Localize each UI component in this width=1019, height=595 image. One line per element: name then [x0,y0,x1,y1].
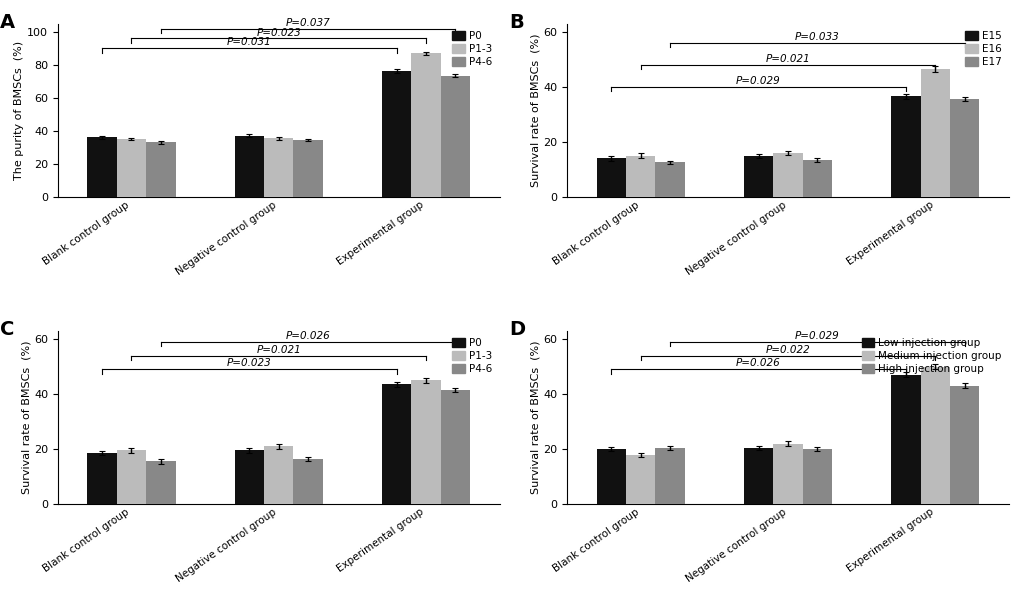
Bar [596,449,626,504]
Y-axis label: Survival rate of BMSCs  (%): Survival rate of BMSCs (%) [530,33,540,187]
Bar [381,384,411,504]
Text: P=0.021: P=0.021 [256,345,301,355]
Text: D: D [510,321,526,339]
Bar [891,96,919,197]
Y-axis label: The purity of BMSCs  (%): The purity of BMSCs (%) [14,40,24,180]
Bar [596,158,626,197]
Legend: Low injection group, Medium injection group, High injection group: Low injection group, Medium injection gr… [859,336,1003,376]
Legend: P0, P1-3, P4-6: P0, P1-3, P4-6 [449,336,494,376]
Y-axis label: Survival rate of BMSCs  (%): Survival rate of BMSCs (%) [21,341,32,494]
Bar [234,450,264,504]
Bar [626,455,655,504]
Bar [919,367,949,504]
Text: B: B [510,13,524,32]
Text: P=0.021: P=0.021 [765,54,809,64]
Bar [949,386,978,504]
Bar [411,380,440,504]
Bar [802,449,832,504]
Legend: E15, E16, E17: E15, E16, E17 [962,29,1003,69]
Bar [293,459,323,504]
Bar [743,156,772,197]
Bar [293,140,323,197]
Text: P=0.023: P=0.023 [256,27,301,37]
Text: P=0.026: P=0.026 [285,331,330,341]
Bar [655,162,685,197]
Bar [949,99,978,197]
Text: P=0.026: P=0.026 [736,358,781,368]
Text: P=0.029: P=0.029 [736,76,781,86]
Bar [116,450,146,504]
Legend: P0, P1-3, P4-6: P0, P1-3, P4-6 [449,29,494,69]
Text: P=0.023: P=0.023 [226,358,271,368]
Text: C: C [0,321,14,339]
Bar [440,76,470,197]
Bar [234,136,264,197]
Bar [772,153,802,197]
Text: P=0.031: P=0.031 [226,37,271,48]
Bar [88,453,116,504]
Bar [381,71,411,197]
Bar [146,462,175,504]
Text: P=0.037: P=0.037 [285,18,330,28]
Bar [411,54,440,197]
Bar [116,139,146,197]
Text: P=0.033: P=0.033 [794,32,839,42]
Bar [264,446,293,504]
Bar [891,375,919,504]
Text: A: A [0,13,15,32]
Y-axis label: Survival rate of BMSCs  (%): Survival rate of BMSCs (%) [530,341,540,494]
Bar [440,390,470,504]
Bar [743,447,772,504]
Bar [146,142,175,197]
Bar [772,444,802,504]
Bar [626,156,655,197]
Bar [655,447,685,504]
Text: P=0.029: P=0.029 [794,331,839,341]
Bar [919,69,949,197]
Text: P=0.022: P=0.022 [765,345,809,355]
Bar [88,137,116,197]
Bar [264,138,293,197]
Bar [802,159,832,197]
